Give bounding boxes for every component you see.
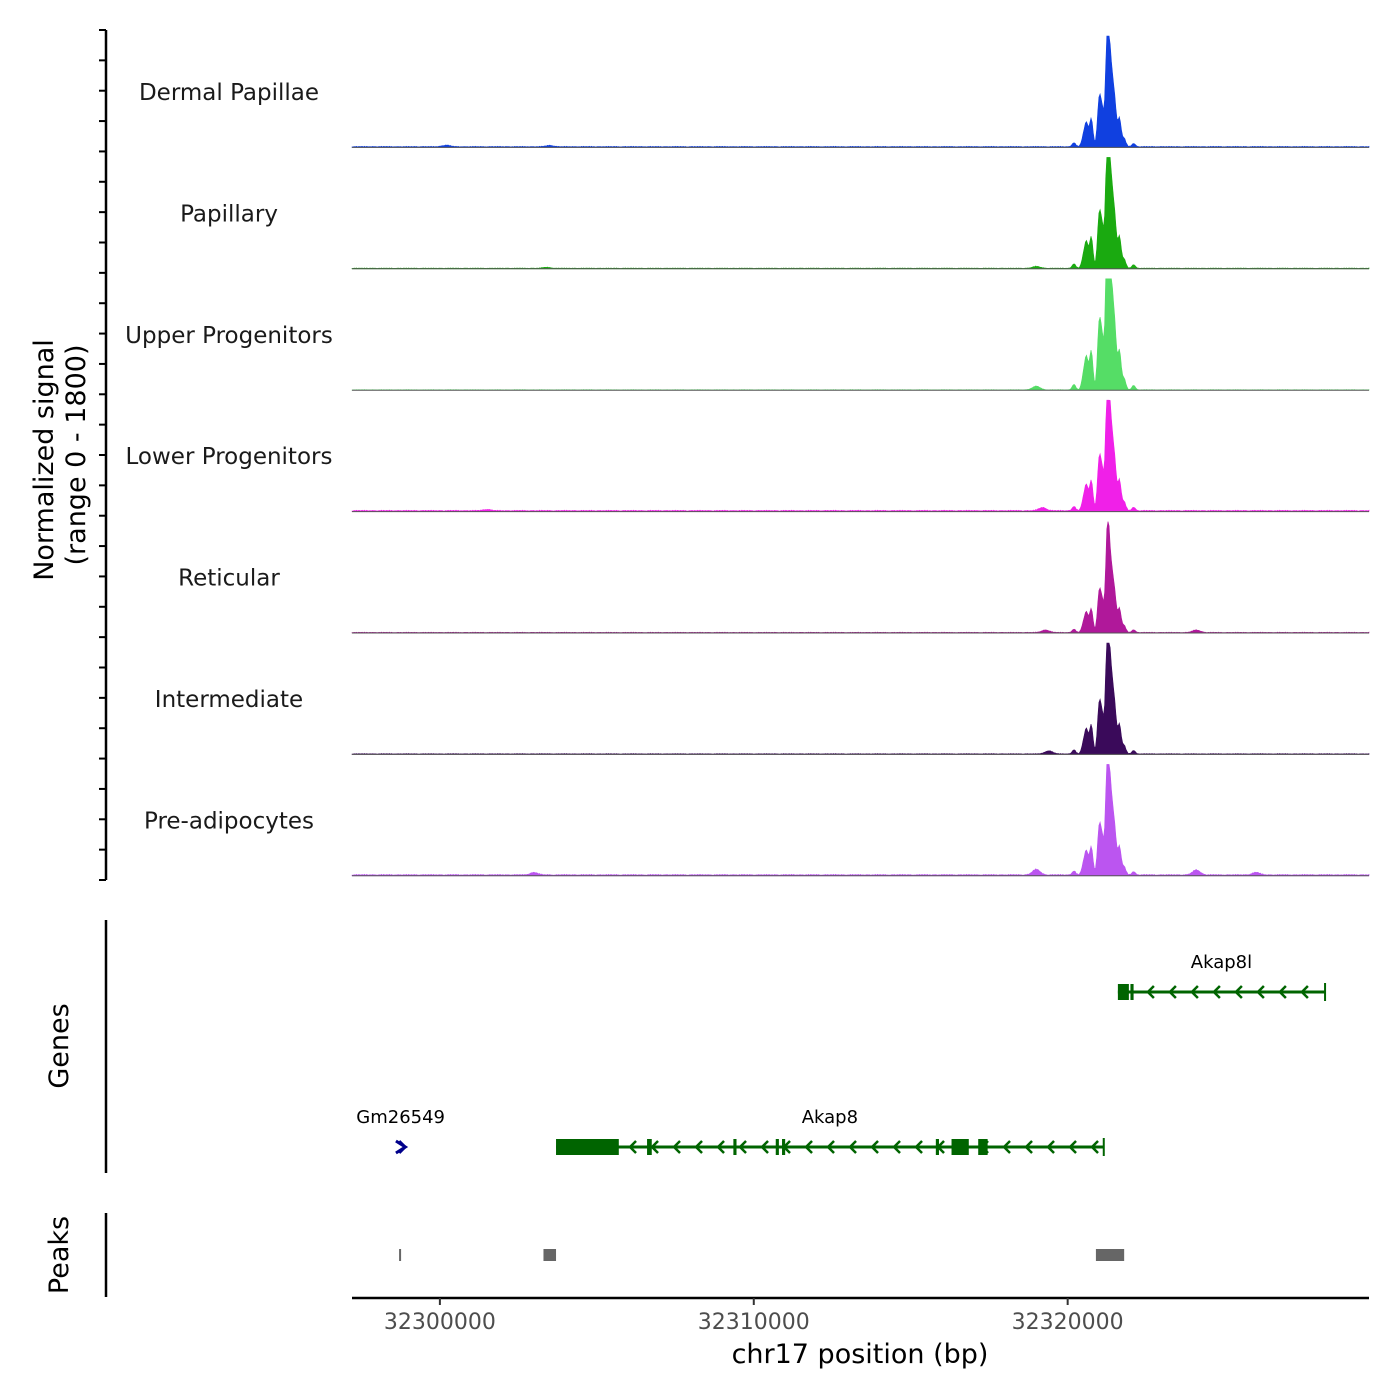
strand-arrow bbox=[1212, 985, 1221, 999]
gene-exon bbox=[935, 1139, 939, 1155]
coverage-tracks: Dermal Papillae Papillary Upper Progenitor… bbox=[125, 35, 1370, 877]
strand-arrow bbox=[1256, 985, 1265, 999]
coverage-y-ticks bbox=[99, 29, 106, 881]
track-label: Upper Progenitors bbox=[125, 323, 333, 349]
gene-label: Akap8 bbox=[802, 1107, 858, 1128]
gene-exon bbox=[1117, 984, 1129, 1000]
gene-label: Gm26549 bbox=[356, 1107, 445, 1128]
strand-arrow bbox=[1278, 985, 1287, 999]
strand-arrow bbox=[804, 1140, 813, 1154]
gene-exon bbox=[978, 1139, 988, 1155]
peaks-track-label: Peaks bbox=[44, 1216, 75, 1294]
strand-arrow bbox=[1090, 1140, 1099, 1154]
track-label: Papillary bbox=[180, 201, 278, 227]
strand-arrow bbox=[760, 1140, 769, 1154]
gene-exon bbox=[647, 1139, 652, 1155]
peak-region bbox=[1095, 1249, 1125, 1261]
x-tick-label: 32320000 bbox=[1012, 1310, 1124, 1335]
strand-arrow bbox=[1168, 985, 1177, 999]
gene-model: Akap8 bbox=[556, 1107, 1105, 1156]
strand-arrow bbox=[694, 1140, 703, 1154]
strand-arrow bbox=[1002, 1140, 1011, 1154]
x-tick-label: 32310000 bbox=[698, 1310, 810, 1335]
coverage-area bbox=[351, 642, 1370, 755]
track-label: Reticular bbox=[178, 566, 280, 592]
track-label: Lower Progenitors bbox=[126, 444, 333, 470]
gene-exon bbox=[782, 1139, 786, 1155]
gene-exon bbox=[733, 1139, 737, 1155]
strand-arrow bbox=[892, 1140, 901, 1154]
x-axis-title: chr17 position (bp) bbox=[732, 1339, 989, 1370]
strand-arrow bbox=[848, 1140, 857, 1154]
track-label: Intermediate bbox=[155, 687, 303, 713]
strand-arrow bbox=[1146, 985, 1155, 999]
gene-exon bbox=[1130, 984, 1134, 1000]
gene-model: Gm26549 bbox=[356, 1107, 445, 1155]
strand-arrow bbox=[1190, 985, 1199, 999]
gene-exon bbox=[951, 1139, 969, 1155]
strand-arrow bbox=[1068, 1140, 1077, 1154]
gene-glyph bbox=[395, 1139, 409, 1155]
gene-annotations: Akap8l Gm26549 Akap8 bbox=[356, 952, 1327, 1156]
gene-exon bbox=[556, 1139, 619, 1155]
coverage-area bbox=[351, 35, 1370, 148]
strand-arrow bbox=[1300, 985, 1309, 999]
coverage-area bbox=[351, 764, 1370, 877]
peak-regions bbox=[399, 1249, 1125, 1261]
strand-arrow bbox=[716, 1140, 725, 1154]
gene-exon bbox=[775, 1139, 779, 1155]
x-tick-label: 32300000 bbox=[384, 1310, 496, 1335]
strand-arrow bbox=[914, 1140, 923, 1154]
strand-arrow bbox=[650, 1140, 659, 1154]
strand-arrow bbox=[1024, 1140, 1033, 1154]
strand-arrow bbox=[870, 1140, 879, 1154]
strand-arrow bbox=[628, 1140, 637, 1154]
strand-arrow bbox=[738, 1140, 747, 1154]
y-axis-title: Normalized signal bbox=[29, 339, 60, 581]
track-label: Pre-adipocytes bbox=[144, 808, 314, 834]
genes-track-label: Genes bbox=[44, 1003, 75, 1088]
peak-region bbox=[543, 1249, 557, 1261]
x-axis-ticks: 32300000 32310000 32320000 bbox=[384, 1298, 1124, 1335]
coverage-area bbox=[351, 157, 1370, 270]
coverage-area bbox=[351, 278, 1370, 391]
coverage-area bbox=[351, 399, 1370, 512]
strand-arrow bbox=[1234, 985, 1243, 999]
y-axis-range: (range 0 - 1800) bbox=[61, 345, 92, 566]
gene-model: Akap8l bbox=[1117, 952, 1327, 1001]
track-label: Dermal Papillae bbox=[139, 80, 319, 106]
coverage-area bbox=[351, 521, 1370, 634]
strand-arrow bbox=[1046, 1140, 1055, 1154]
peak-region bbox=[399, 1249, 402, 1261]
strand-arrow bbox=[826, 1140, 835, 1154]
gene-label: Akap8l bbox=[1191, 952, 1252, 973]
strand-arrow bbox=[672, 1140, 681, 1154]
